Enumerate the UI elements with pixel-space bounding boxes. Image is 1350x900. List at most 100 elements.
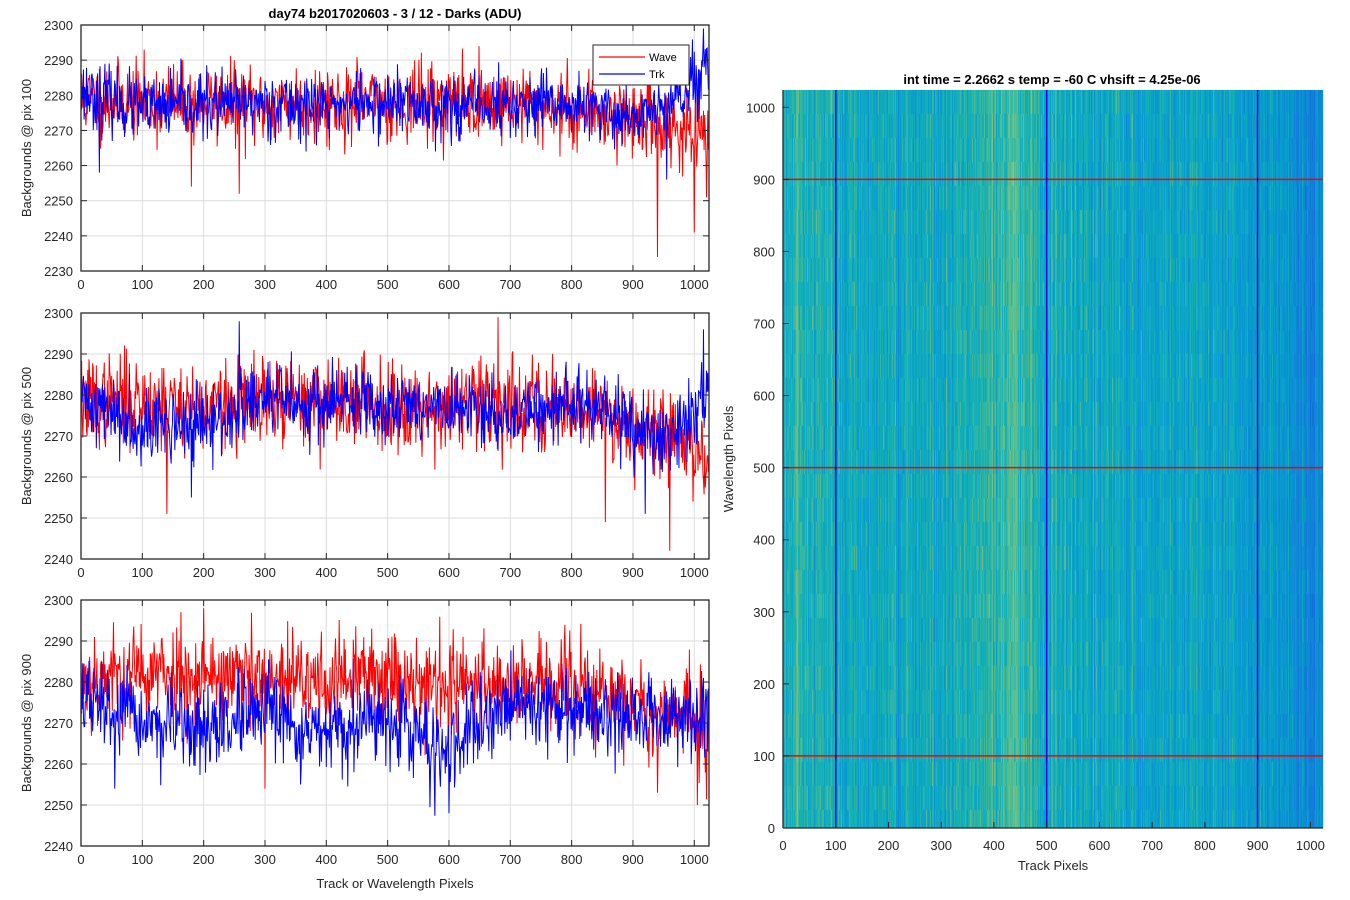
heatmap-cell bbox=[856, 570, 858, 595]
heatmap-cell bbox=[877, 570, 879, 595]
heatmap-cell bbox=[833, 738, 835, 763]
heatmap-cell bbox=[837, 378, 839, 403]
heatmap-cell bbox=[839, 402, 841, 427]
heatmap-cell bbox=[828, 282, 830, 307]
heatmap-cell bbox=[875, 210, 877, 235]
heatmap-cell bbox=[836, 570, 838, 595]
heatmap-cell bbox=[847, 114, 849, 139]
heatmap-cell bbox=[859, 186, 861, 211]
heatmap-cell bbox=[822, 666, 824, 691]
heatmap-cell bbox=[826, 714, 828, 739]
heatmap-cell bbox=[878, 234, 880, 259]
heatmap-cell bbox=[807, 282, 809, 307]
heatmap-cell bbox=[865, 762, 867, 787]
heatmap-cell bbox=[863, 522, 865, 547]
heatmap-cell bbox=[811, 474, 813, 499]
heatmap-cell bbox=[793, 666, 795, 691]
heatmap-cell bbox=[849, 138, 851, 163]
heatmap-cell bbox=[821, 498, 823, 523]
heatmap-cell bbox=[877, 450, 879, 475]
heatmap-cell bbox=[863, 330, 865, 355]
heatmap-cell bbox=[848, 162, 850, 187]
heatmap-cell bbox=[818, 378, 820, 403]
heatmap-cell bbox=[799, 162, 801, 187]
heatmap-cell bbox=[827, 546, 829, 571]
heatmap-cell bbox=[813, 810, 815, 829]
heatmap-cell bbox=[814, 570, 816, 595]
heatmap-cell bbox=[867, 522, 869, 547]
heatmap-cell bbox=[873, 378, 875, 403]
heatmap-cell bbox=[830, 234, 832, 259]
heatmap-cell bbox=[790, 186, 792, 211]
heatmap-cell bbox=[844, 546, 846, 571]
heatmap-cell bbox=[832, 666, 834, 691]
heatmap-cell bbox=[834, 186, 836, 211]
heatmap-cell bbox=[844, 306, 846, 331]
heatmap-cell bbox=[817, 234, 819, 259]
heatmap-cell bbox=[849, 810, 851, 829]
heatmap-cell bbox=[803, 330, 805, 355]
heatmap-cell bbox=[857, 210, 859, 235]
heatmap-cell bbox=[826, 210, 828, 235]
heatmap-cell bbox=[833, 570, 835, 595]
heatmap-cell bbox=[866, 354, 868, 379]
heatmap-cell bbox=[853, 210, 855, 235]
heatmap-cell bbox=[841, 114, 843, 139]
heatmap-cell bbox=[813, 426, 815, 451]
heatmap-cell bbox=[792, 594, 794, 619]
heatmap-cell bbox=[833, 234, 835, 259]
heatmap-cell bbox=[787, 618, 789, 643]
heatmap-cell bbox=[797, 114, 799, 139]
heatmap-cell bbox=[824, 714, 826, 739]
heatmap-cell bbox=[853, 570, 855, 595]
heatmap-cell bbox=[852, 738, 854, 763]
heatmap-cell bbox=[880, 234, 882, 259]
heatmap-cell bbox=[881, 162, 883, 187]
heatmap-cell bbox=[857, 594, 859, 619]
heatmap-cell bbox=[812, 426, 814, 451]
heatmap-cell bbox=[815, 234, 817, 259]
heatmap-cell bbox=[842, 810, 844, 829]
heatmap-cell bbox=[811, 498, 813, 523]
heatmap-cell bbox=[837, 402, 839, 427]
heatmap-cell bbox=[830, 426, 832, 451]
heatmap-cell bbox=[834, 546, 836, 571]
heatmap-cell bbox=[784, 786, 786, 811]
heatmap-cell bbox=[855, 306, 857, 331]
heatmap-cell bbox=[845, 354, 847, 379]
heatmap-cell bbox=[833, 690, 835, 715]
heatmap-cell bbox=[811, 330, 813, 355]
heatmap-cell bbox=[794, 378, 796, 403]
heatmap-cell bbox=[805, 786, 807, 811]
heatmap-cell bbox=[797, 522, 799, 547]
heatmap-cell bbox=[832, 738, 834, 763]
heatmap-cell bbox=[856, 546, 858, 571]
heatmap-cell bbox=[788, 378, 790, 403]
heatmap-cell bbox=[794, 186, 796, 211]
heatmap-cell bbox=[811, 642, 813, 667]
heatmap-cell bbox=[840, 618, 842, 643]
heatmap-cell bbox=[834, 570, 836, 595]
heatmap-cell bbox=[844, 498, 846, 523]
heatmap-cell bbox=[809, 498, 811, 523]
heatmap-cell bbox=[851, 186, 853, 211]
heatmap-cell bbox=[788, 546, 790, 571]
heatmap-cell bbox=[816, 762, 818, 787]
heatmap-cell bbox=[839, 90, 841, 115]
heatmap-cell bbox=[838, 354, 840, 379]
heatmap-cell bbox=[814, 282, 816, 307]
heatmap-cell bbox=[817, 114, 819, 139]
heatmap-cell bbox=[825, 786, 827, 811]
heatmap-cell bbox=[880, 306, 882, 331]
heatmap-cell bbox=[852, 306, 854, 331]
heatmap-cell bbox=[841, 786, 843, 811]
heatmap-cell bbox=[863, 90, 865, 115]
heatmap-cell bbox=[793, 258, 795, 283]
heatmap-cell bbox=[814, 666, 816, 691]
heatmap-cell bbox=[826, 642, 828, 667]
heatmap-cell bbox=[856, 402, 858, 427]
heatmap-cell bbox=[821, 810, 823, 829]
heatmap-cell bbox=[807, 402, 809, 427]
heatmap-cell bbox=[814, 690, 816, 715]
heatmap-cell bbox=[869, 378, 871, 403]
